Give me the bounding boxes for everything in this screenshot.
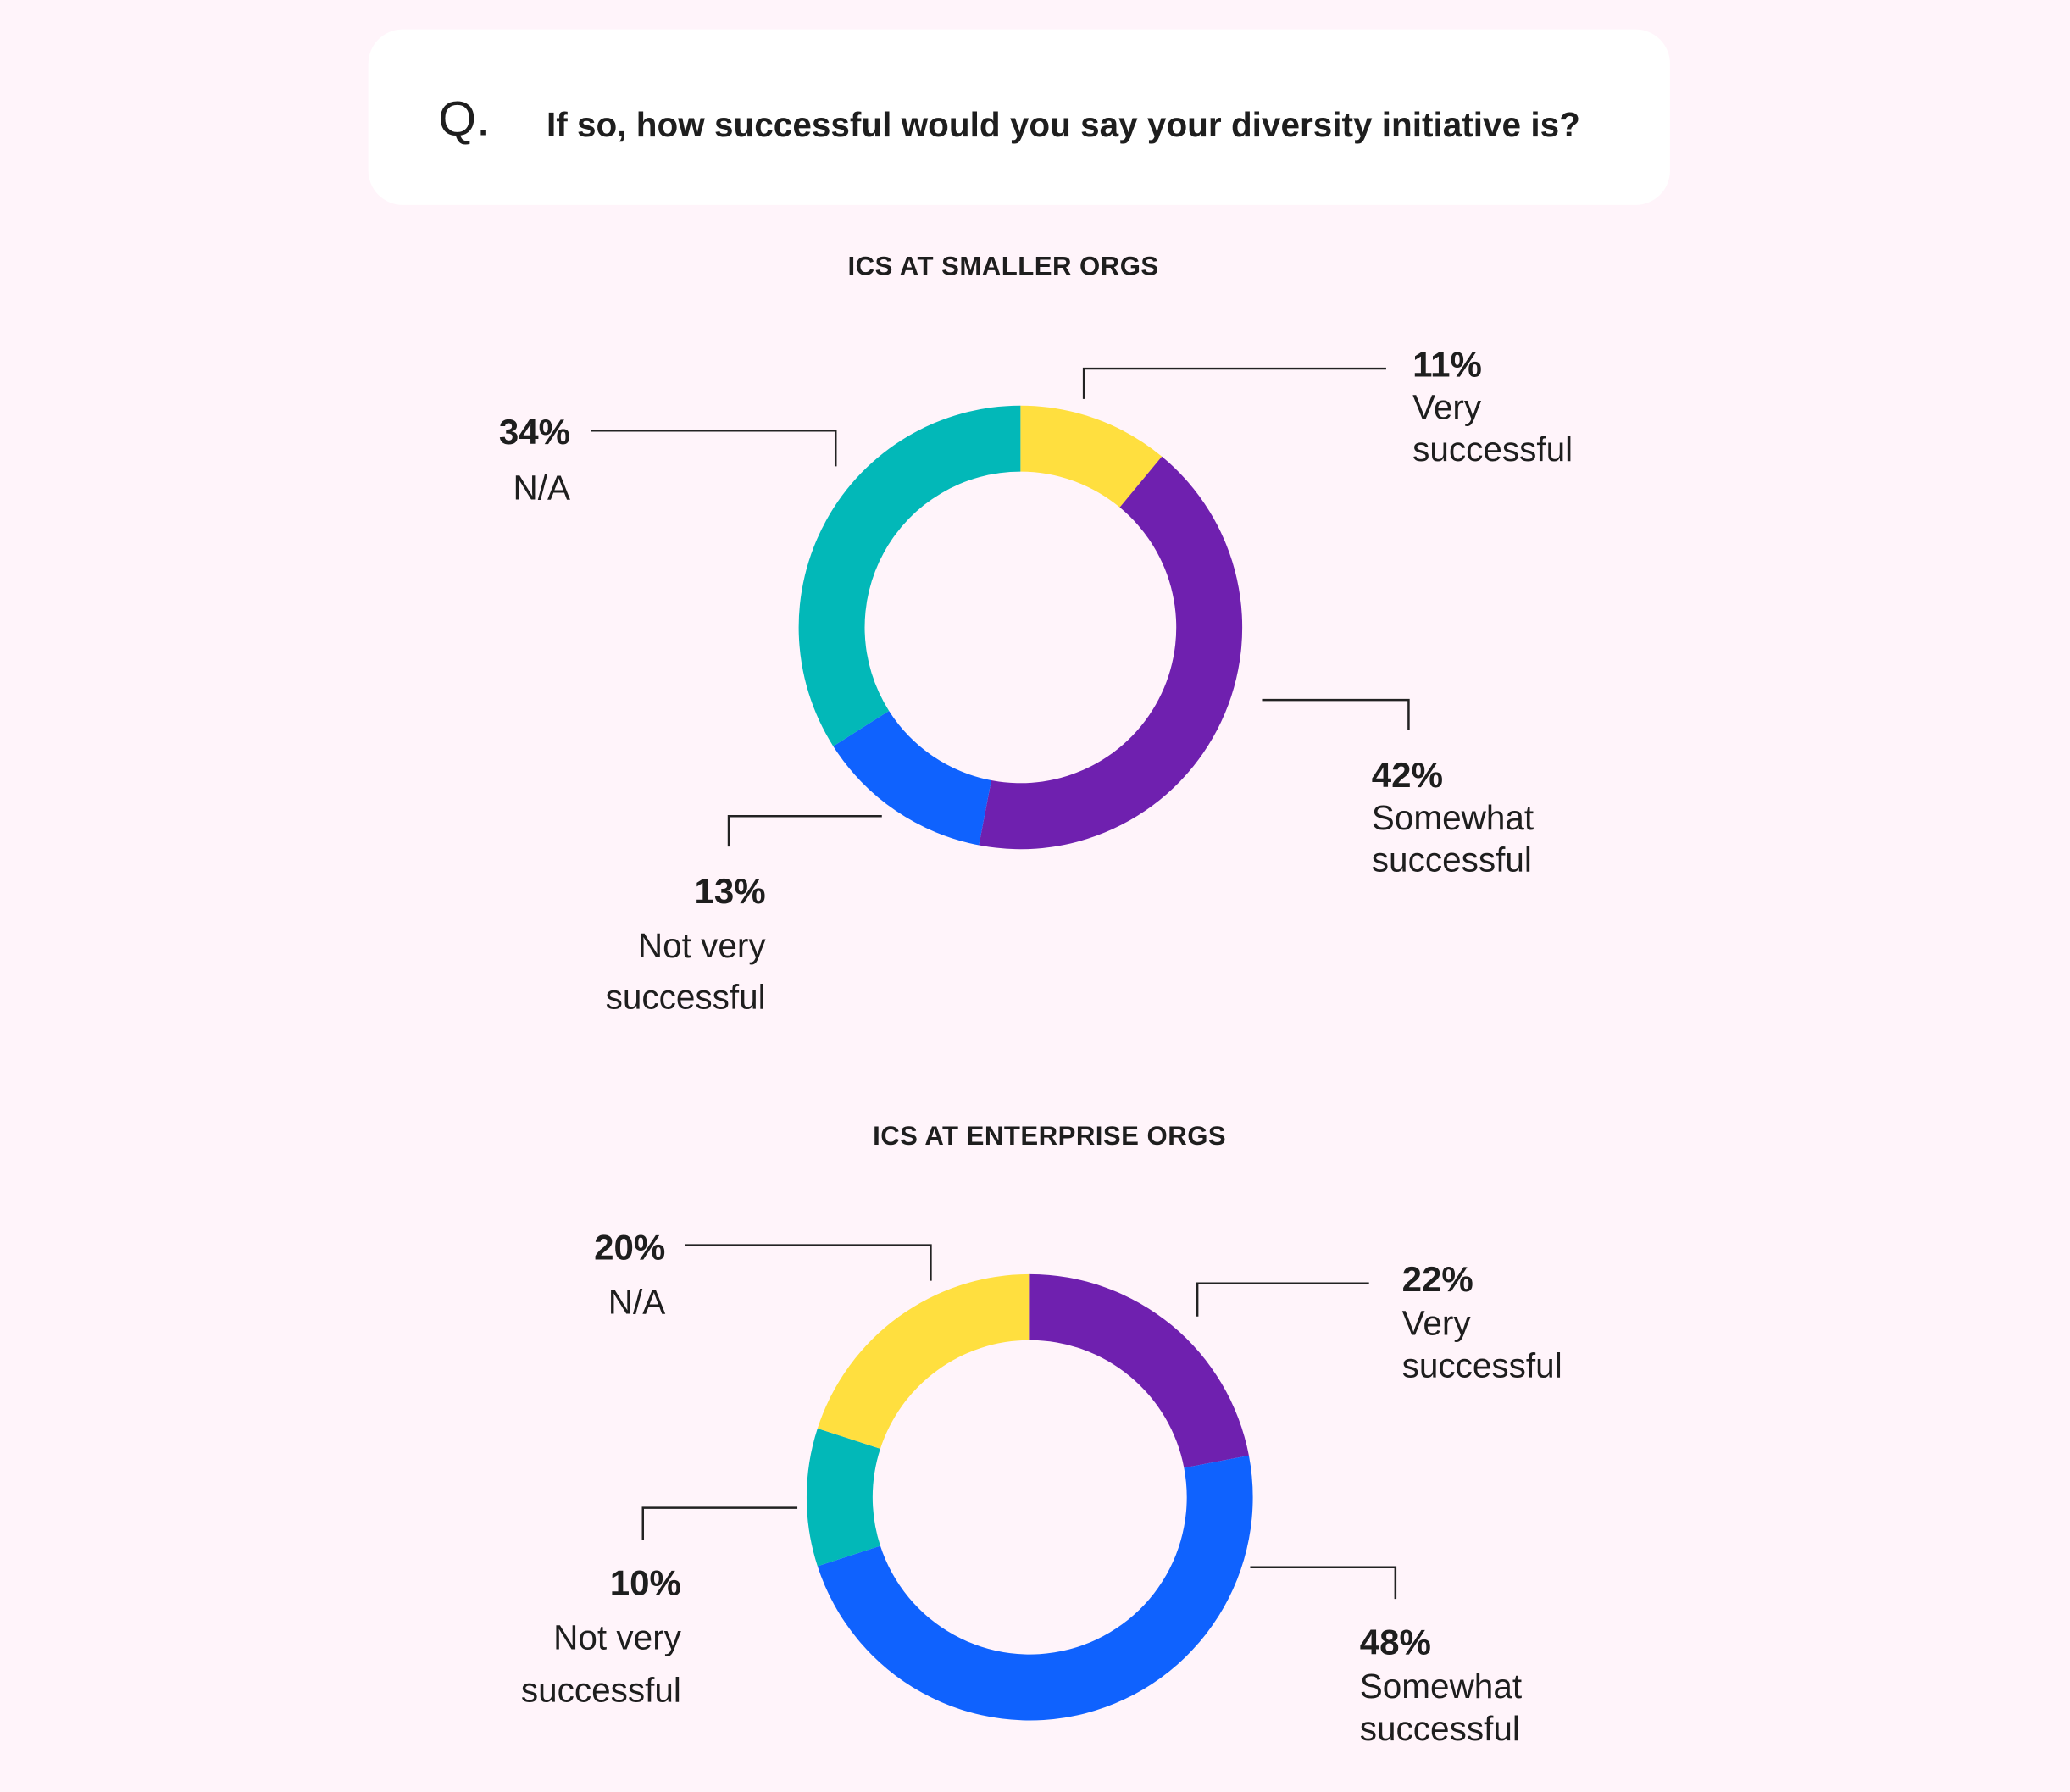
data-label: Very <box>1402 1304 1472 1343</box>
leader-line <box>1262 698 1410 730</box>
chart-title: ICS AT SMALLER ORGS <box>848 251 1159 280</box>
data-label: N/A <box>608 1283 666 1322</box>
leader-line <box>591 430 837 467</box>
data-label: successful <box>1360 1709 1520 1748</box>
leader-line <box>1082 367 1386 399</box>
donut-slice <box>798 405 1021 746</box>
leader-line <box>641 1506 798 1540</box>
data-label: successful <box>606 978 766 1017</box>
chart-enterprise-orgs: ICS AT ENTERPRISE ORGS 22% Very successf… <box>521 1121 1562 1748</box>
chart-smaller-orgs: ICS AT SMALLER ORGS 11% Very successful … <box>499 251 1573 1016</box>
data-label: successful <box>1402 1345 1562 1384</box>
leader-line <box>685 1244 932 1281</box>
data-label-pct: 20% <box>594 1228 665 1268</box>
data-label-pct: 48% <box>1360 1623 1431 1662</box>
data-label-pct: 42% <box>1372 755 1443 795</box>
data-label: successful <box>521 1671 681 1710</box>
data-label-pct: 10% <box>610 1562 681 1602</box>
donut-slice <box>806 1428 880 1567</box>
leader-line <box>1196 1282 1369 1317</box>
donut-slice <box>833 710 991 846</box>
donut-slice <box>979 456 1243 850</box>
donut-slice <box>1020 405 1163 508</box>
data-label-pct: 34% <box>499 412 570 452</box>
donut-slice <box>1029 1273 1249 1468</box>
data-label: Very <box>1412 387 1482 426</box>
data-label-pct: 13% <box>695 871 766 911</box>
data-label-pct: 22% <box>1402 1259 1473 1299</box>
donut-slice <box>817 1455 1253 1721</box>
question-card: Q. If so, how successful would you say y… <box>368 29 1670 205</box>
question-text: If so, how successful would you say your… <box>547 105 1580 144</box>
question-prefix: Q. <box>438 92 490 146</box>
data-label: Not very <box>553 1617 682 1656</box>
donut-slice <box>817 1273 1030 1449</box>
data-label: successful <box>1412 430 1573 469</box>
data-label: Somewhat <box>1360 1667 1522 1706</box>
leader-line <box>727 814 882 847</box>
chart-title: ICS AT ENTERPRISE ORGS <box>873 1121 1226 1151</box>
donut <box>806 1273 1253 1721</box>
data-label: Somewhat <box>1372 798 1534 837</box>
leader-line <box>1250 1566 1397 1600</box>
question-card-bg <box>368 29 1670 205</box>
donut <box>798 405 1243 850</box>
data-label: successful <box>1372 841 1532 879</box>
data-label-pct: 11% <box>1412 344 1482 384</box>
data-label: Not very <box>638 926 767 965</box>
data-label: N/A <box>513 468 571 507</box>
